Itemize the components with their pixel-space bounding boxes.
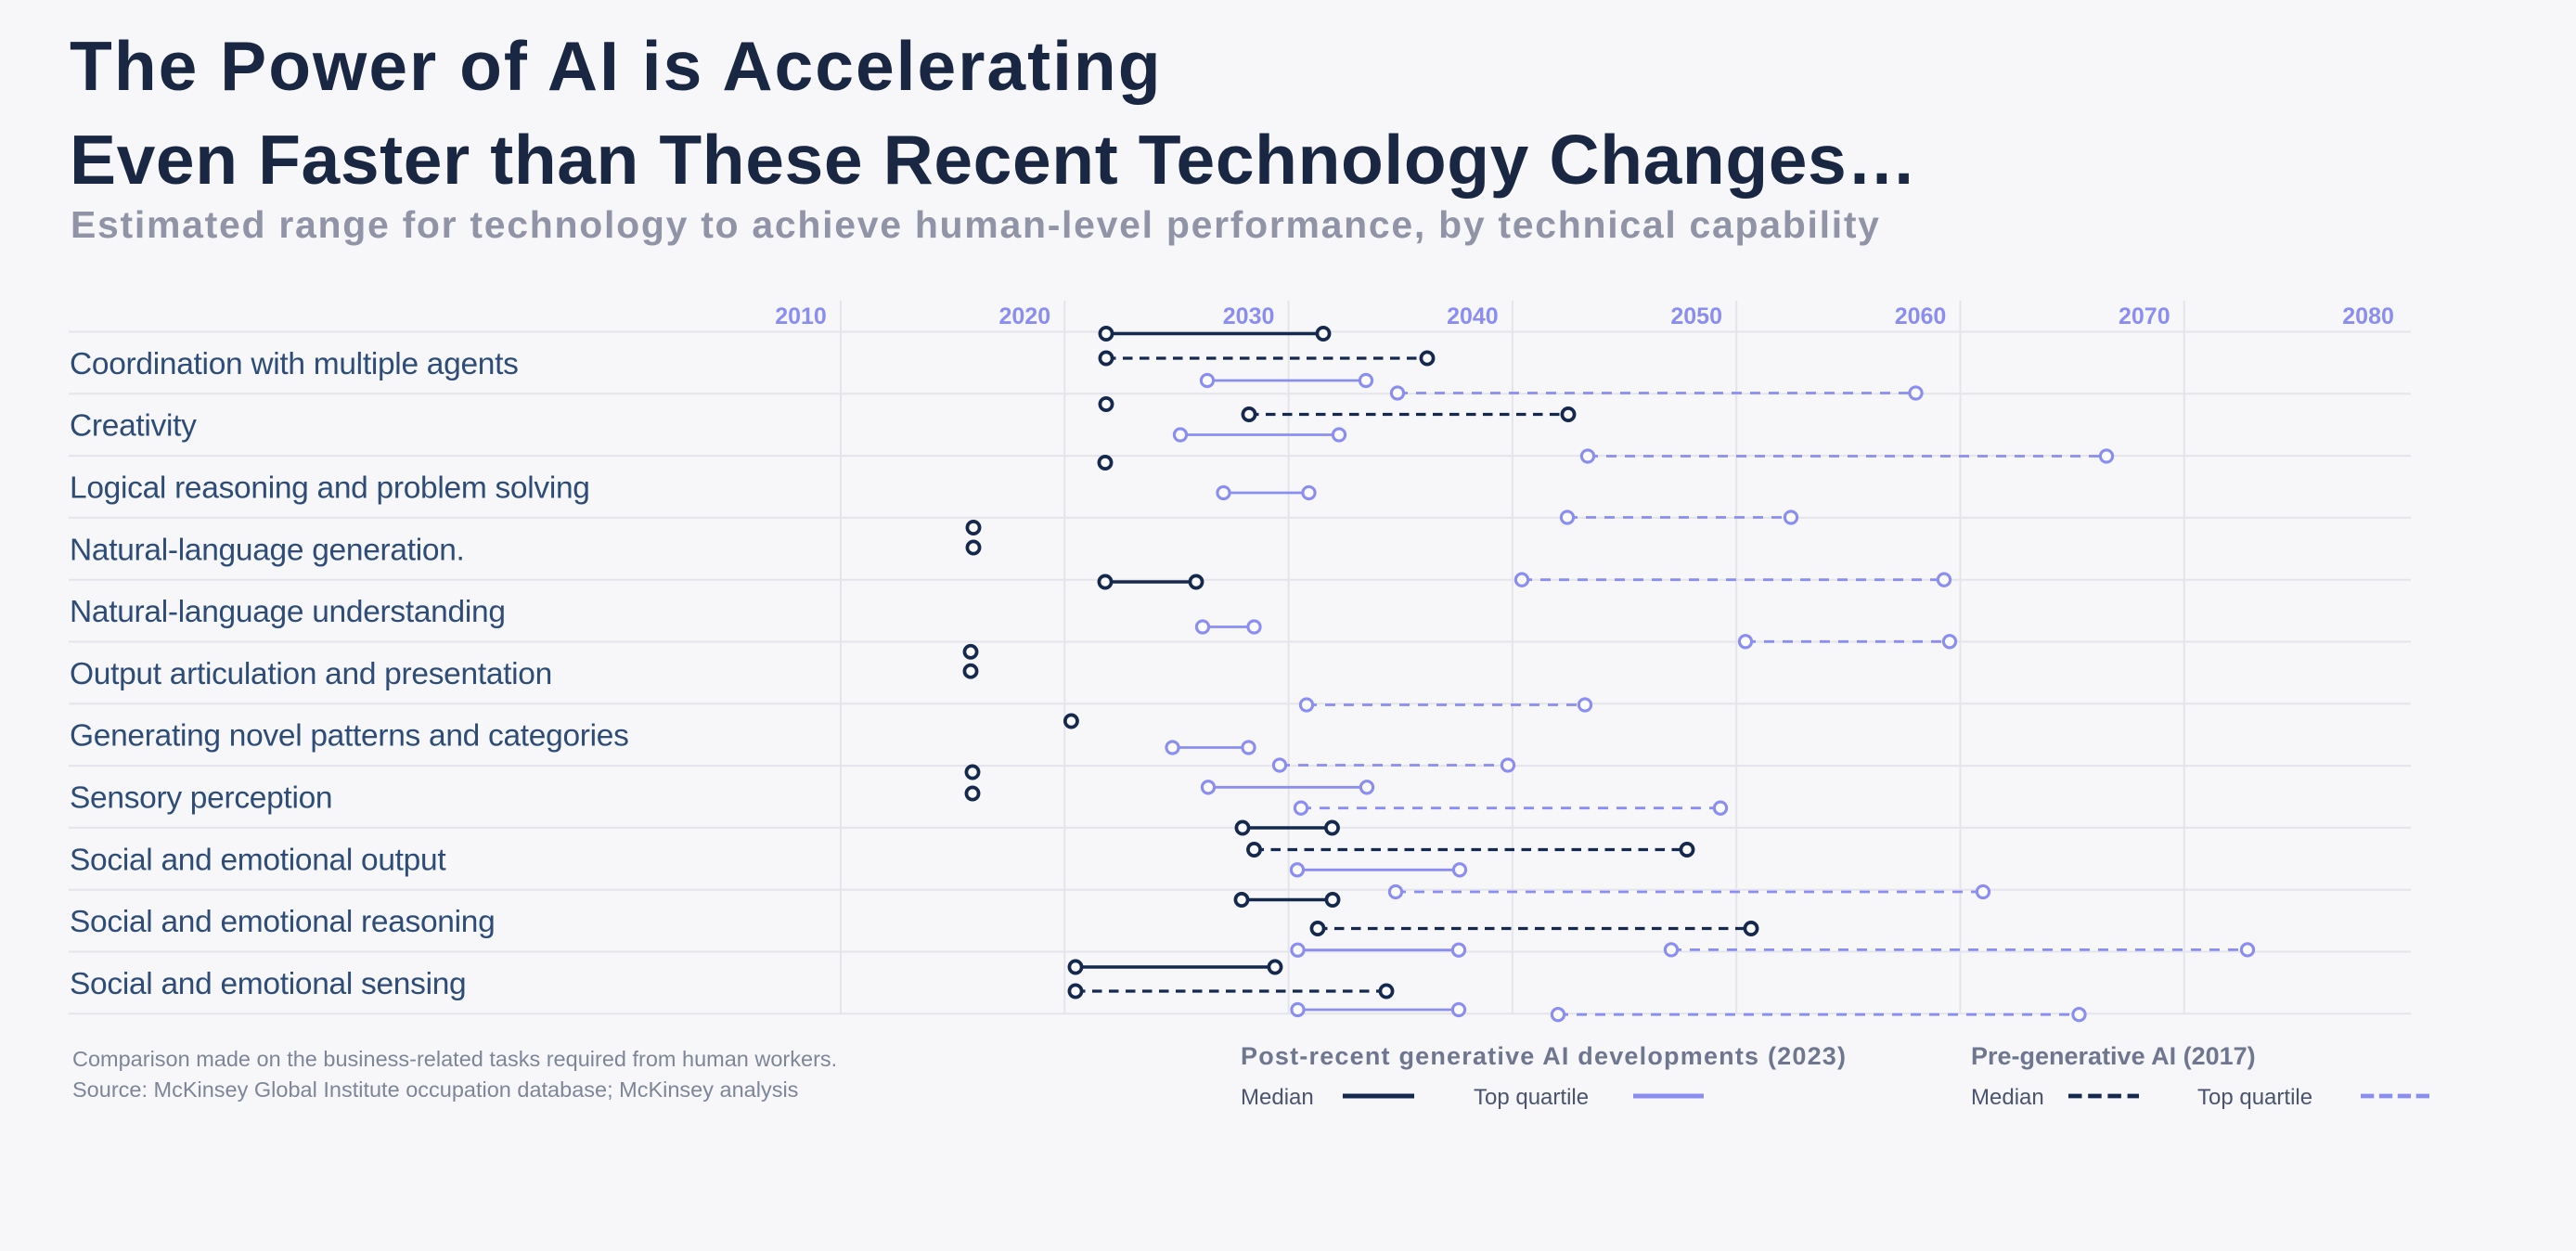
svg-text:Pre-generative AI (2017): Pre-generative AI (2017): [1971, 1042, 2256, 1070]
svg-text:Coordination with multiple age: Coordination with multiple agents: [70, 347, 519, 381]
svg-text:Post-recent generative AI deve: Post-recent generative AI developments (…: [1241, 1042, 1847, 1070]
svg-text:Social and emotional reasoning: Social and emotional reasoning: [70, 905, 495, 939]
svg-text:2050: 2050: [1670, 303, 1722, 329]
svg-text:Social and emotional output: Social and emotional output: [70, 843, 446, 877]
svg-text:2070: 2070: [2119, 303, 2170, 329]
svg-text:Sensory perception: Sensory perception: [70, 781, 332, 816]
svg-text:Natural-language understanding: Natural-language understanding: [70, 595, 506, 629]
svg-text:Logical reasoning and problem: Logical reasoning and problem solving: [70, 471, 590, 506]
svg-text:Even Faster than These Recent: Even Faster than These Recent Technology…: [70, 121, 1917, 199]
svg-text:Creativity: Creativity: [70, 409, 197, 444]
svg-text:The Power of AI is Acceleratin: The Power of AI is Accelerating: [70, 27, 1163, 105]
svg-text:Generating novel patterns and: Generating novel patterns and categories: [70, 719, 629, 754]
svg-text:2040: 2040: [1447, 303, 1499, 329]
svg-text:Comparison made on the busines: Comparison made on the business-related …: [72, 1047, 837, 1071]
svg-text:2060: 2060: [1895, 303, 1947, 329]
svg-text:Median: Median: [1971, 1085, 2044, 1110]
svg-text:Output articulation and presen: Output articulation and presentation: [70, 657, 552, 691]
svg-text:2020: 2020: [998, 303, 1050, 329]
svg-text:Natural-language generation.: Natural-language generation.: [70, 533, 465, 567]
svg-text:2010: 2010: [775, 303, 827, 329]
svg-text:Median: Median: [1241, 1085, 1314, 1110]
svg-text:Source: McKinsey Global Instit: Source: McKinsey Global Institute occupa…: [72, 1077, 798, 1102]
svg-text:2080: 2080: [2342, 303, 2394, 329]
svg-text:Estimated range for technology: Estimated range for technology to achiev…: [71, 203, 1881, 246]
svg-text:Top quartile: Top quartile: [1474, 1085, 1589, 1110]
svg-text:Social and emotional sensing: Social and emotional sensing: [70, 967, 466, 1001]
svg-text:2030: 2030: [1223, 303, 1275, 329]
svg-text:Top quartile: Top quartile: [2197, 1085, 2312, 1110]
